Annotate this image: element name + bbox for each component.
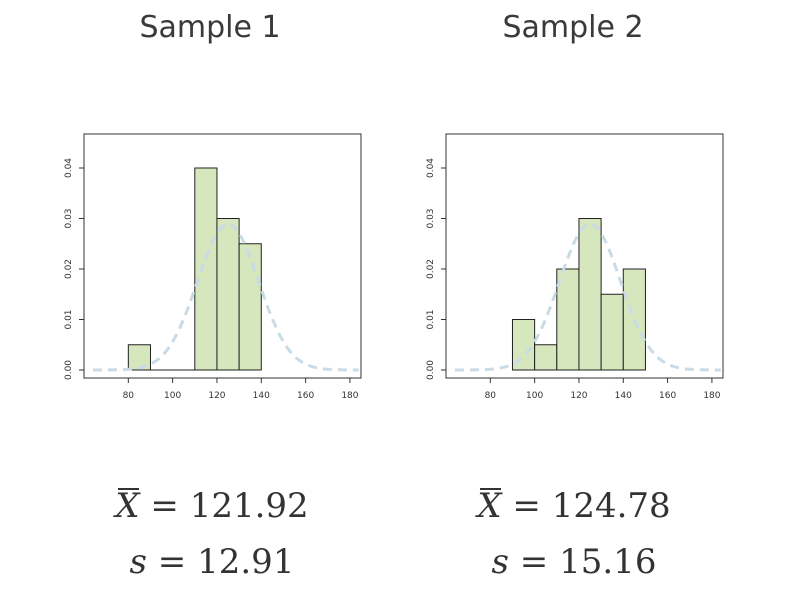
- equals-sign: =: [512, 486, 541, 526]
- sd-symbol: s: [491, 542, 509, 582]
- x-tick-label: 100: [526, 391, 543, 401]
- density-curve: [454, 222, 721, 372]
- y-tick-label: 0.01: [64, 309, 74, 329]
- sd-symbol: s: [129, 542, 147, 582]
- y-tick-label: 0.04: [426, 158, 436, 178]
- y-tick-label: 0.03: [64, 208, 74, 228]
- mean-symbol: X: [115, 486, 140, 526]
- sample-2-mean: X = 124.78: [414, 486, 734, 526]
- sample-2-title: Sample 2: [502, 10, 644, 45]
- y-tick-label: 0.00: [426, 360, 436, 380]
- equals-sign: =: [150, 486, 179, 526]
- sample-1-title: Sample 1: [139, 10, 281, 45]
- histogram-bar: [556, 268, 580, 371]
- x-tick-label: 160: [659, 391, 676, 401]
- x-tick-label: 160: [297, 391, 314, 401]
- density-curve: [92, 222, 359, 372]
- sample-1-mean: X = 121.92: [52, 486, 372, 526]
- x-tick-label: 180: [341, 391, 358, 401]
- x-tick-label: 80: [123, 391, 135, 401]
- histogram-bar: [238, 243, 262, 371]
- y-tick-label: 0.01: [426, 309, 436, 329]
- y-tick-label: 0.00: [64, 360, 74, 380]
- histogram-bar: [216, 218, 240, 371]
- sd-value: 12.91: [197, 542, 295, 582]
- y-tick-label: 0.04: [64, 158, 74, 178]
- plot-frame: [83, 133, 362, 379]
- mean-value: 121.92: [189, 486, 309, 526]
- plot-frame: [445, 133, 724, 379]
- x-tick-label: 180: [703, 391, 720, 401]
- x-tick-label: 140: [615, 391, 632, 401]
- equals-sign: =: [157, 542, 187, 582]
- mean-value: 124.78: [551, 486, 671, 526]
- histogram-bar: [194, 167, 218, 371]
- y-tick-label: 0.02: [426, 259, 436, 279]
- sample-1-sd: s = 12.91: [52, 542, 372, 582]
- histogram-bar: [600, 293, 624, 371]
- sample-2-histogram: 80 100 120 140 160 180 0.00 0.01 0.02 0.03 0.04: [426, 133, 724, 401]
- histogram-bar: [127, 344, 151, 371]
- x-tick-label: 100: [164, 391, 181, 401]
- y-tick-label: 0.02: [64, 259, 74, 279]
- histogram-bar: [578, 218, 602, 371]
- y-tick-label: 0.03: [426, 208, 436, 228]
- sample-2-sd: s = 15.16: [414, 542, 734, 582]
- histogram-bar: [534, 344, 558, 371]
- x-tick-label: 80: [485, 391, 497, 401]
- x-tick-label: 120: [208, 391, 225, 401]
- sd-value: 15.16: [559, 542, 657, 582]
- x-tick-label: 140: [253, 391, 270, 401]
- x-tick-label: 120: [570, 391, 587, 401]
- equals-sign: =: [519, 542, 549, 582]
- sample-1-histogram: 80 100 120 140 160 180 0.00 0.01 0.02 0.03 0.04: [64, 133, 362, 401]
- mean-symbol: X: [477, 486, 502, 526]
